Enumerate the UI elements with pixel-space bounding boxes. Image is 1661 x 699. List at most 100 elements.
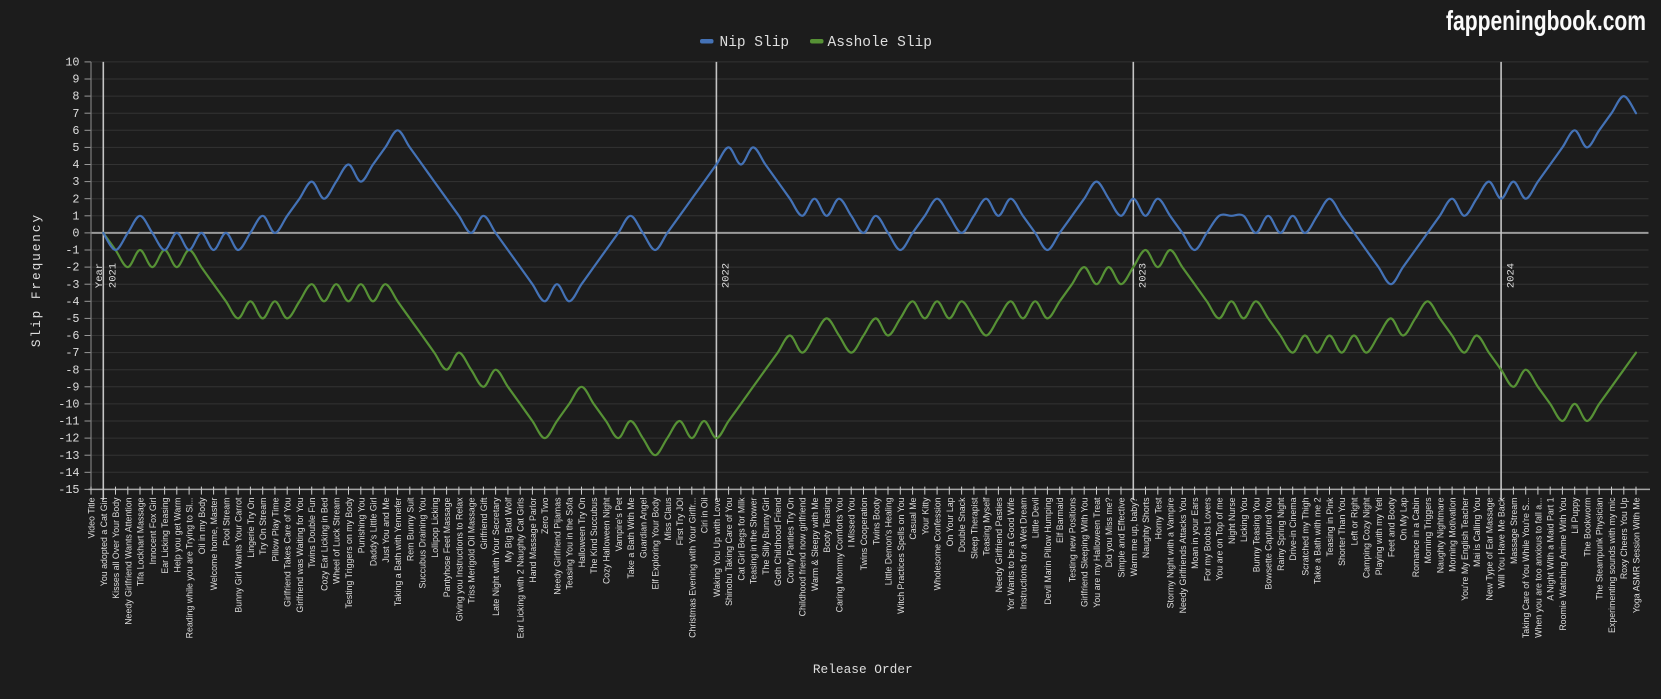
svg-text:Oil in my Body: Oil in my Body: [197, 497, 207, 554]
svg-text:Ear Licking Teasing: Ear Licking Teasing: [160, 497, 170, 573]
svg-text:Naughty Nightmare: Naughty Nightmare: [1435, 497, 1445, 573]
svg-text:Night Nurse: Night Nurse: [1227, 497, 1237, 544]
svg-text:Instructions for a Wet Dream: Instructions for a Wet Dream: [1018, 498, 1028, 610]
svg-text:Twins Booty: Twins Booty: [871, 497, 881, 545]
svg-text:Devil Marin Pillow Humping: Devil Marin Pillow Humping: [1043, 497, 1053, 604]
svg-text:Little Devil: Little Devil: [1031, 497, 1041, 538]
svg-text:Release Order: Release Order: [813, 662, 913, 677]
svg-text:2021: 2021: [108, 263, 120, 288]
svg-text:-6: -6: [65, 329, 79, 343]
svg-text:-2: -2: [65, 261, 79, 275]
svg-text:-1: -1: [65, 244, 79, 258]
svg-text:Cozy Halloween Night: Cozy Halloween Night: [602, 497, 612, 584]
svg-text:Asshole Slip: Asshole Slip: [828, 35, 932, 51]
svg-text:Witch Practices Spells on You: Witch Practices Spells on You: [896, 497, 906, 613]
svg-text:Playing with my Yeti: Playing with my Yeti: [1374, 497, 1384, 575]
svg-text:Girlfriend Gift: Girlfriend Gift: [479, 497, 489, 549]
svg-text:Teasing You in the Sofa: Teasing You in the Sofa: [565, 497, 575, 589]
svg-text:-8: -8: [65, 363, 79, 377]
svg-text:Naughty Shorts: Naughty Shorts: [1141, 497, 1151, 558]
svg-text:Year: Year: [94, 263, 106, 288]
svg-text:Bowsette Captured You: Bowsette Captured You: [1264, 497, 1274, 589]
svg-text:Tifa Lockhart Massage: Tifa Lockhart Massage: [136, 497, 146, 586]
svg-text:Roomie Watching Anime With You: Roomie Watching Anime With You: [1558, 497, 1568, 630]
svg-text:Teasing Myself: Teasing Myself: [982, 497, 992, 556]
svg-text:You are my Halloween Treat: You are my Halloween Treat: [1092, 497, 1102, 608]
svg-text:Will You Have Me Back: Will You Have Me Back: [1497, 497, 1507, 589]
svg-text:Needy Girlfriend Wants Attenti: Needy Girlfriend Wants Attention: [123, 497, 133, 624]
svg-text:Pillow Play Time: Pillow Play Time: [270, 497, 280, 561]
svg-text:5: 5: [72, 141, 79, 155]
svg-text:-5: -5: [65, 312, 79, 326]
svg-text:Lollipop Licking: Lollipop Licking: [430, 497, 440, 557]
svg-text:Wheel of Luck Stream: Wheel of Luck Stream: [332, 498, 342, 585]
svg-text:0: 0: [72, 227, 79, 241]
svg-text:Morning Triggers: Morning Triggers: [1423, 497, 1433, 564]
svg-text:Booty Teasing: Booty Teasing: [822, 497, 832, 552]
svg-text:Massage Stream: Massage Stream: [1509, 498, 1519, 565]
svg-text:Licking You: Licking You: [1239, 497, 1249, 542]
svg-text:Your Kitty: Your Kitty: [920, 497, 930, 535]
svg-text:9: 9: [72, 73, 79, 87]
svg-text:Experimenting sounds with my m: Experimenting sounds with my mic: [1607, 497, 1617, 633]
svg-text:Drive-in Cinema: Drive-in Cinema: [1288, 497, 1298, 560]
svg-text:Girlfriend Takes Care of You: Girlfriend Takes Care of You: [283, 497, 293, 606]
svg-text:-13: -13: [58, 449, 79, 463]
svg-text:Childhood friend now girlfrien: Childhood friend now girlfriend: [798, 497, 808, 616]
svg-text:Yoga ASMR Session With Me: Yoga ASMR Session With Me: [1632, 497, 1642, 613]
svg-text:Roxy Cheers You Up: Roxy Cheers You Up: [1619, 497, 1629, 579]
svg-text:Rem Bunny Suit: Rem Bunny Suit: [405, 497, 415, 561]
svg-text:fappeningbook.com: fappeningbook.com: [1446, 5, 1646, 36]
svg-text:Just You and Me: Just You and Me: [381, 497, 391, 562]
svg-text:Simple and Effective: Simple and Effective: [1117, 497, 1127, 577]
svg-text:You're My English Teacher: You're My English Teacher: [1460, 497, 1470, 600]
svg-text:-11: -11: [58, 415, 79, 429]
svg-text:The Bookworm: The Bookworm: [1583, 498, 1593, 557]
svg-text:Zero Two: Zero Two: [540, 497, 550, 534]
svg-text:Lil Puppy: Lil Puppy: [1570, 497, 1580, 534]
svg-text:Take a Bath with me 2: Take a Bath with me 2: [1313, 497, 1323, 584]
svg-text:You adopted a Cat Girl: You adopted a Cat Girl: [99, 497, 109, 586]
svg-text:Reading while you are Trying t: Reading while you are Trying to Sl...: [185, 498, 195, 639]
svg-text:Take a Bath With Me: Take a Bath With Me: [626, 497, 636, 578]
svg-text:Pantyhose Feet Massage: Pantyhose Feet Massage: [442, 497, 452, 597]
svg-text:Video Title: Video Title: [87, 497, 97, 538]
svg-text:Hand Massage Parlor: Hand Massage Parlor: [528, 497, 538, 582]
svg-text:Twins Double Fun: Twins Double Fun: [307, 497, 317, 568]
svg-text:Goth Childhood Friend: Goth Childhood Friend: [773, 497, 783, 586]
svg-text:Miss Claus: Miss Claus: [663, 497, 673, 541]
svg-text:Elf Exploring Your Body: Elf Exploring Your Body: [651, 497, 661, 590]
svg-text:10: 10: [65, 56, 79, 70]
svg-text:When you are too anxious to fa: When you are too anxious to fall a...: [1533, 498, 1543, 638]
svg-text:Sleep Therapist: Sleep Therapist: [969, 497, 979, 559]
svg-text:Casual Me: Casual Me: [908, 497, 918, 539]
svg-text:Late Night with Your Secretary: Late Night with Your Secretary: [491, 497, 501, 616]
svg-text:Shorter Than You: Shorter Than You: [1337, 497, 1347, 565]
svg-text:Teasing in the Shower: Teasing in the Shower: [749, 497, 759, 584]
svg-text:Welcome home, Master: Welcome home, Master: [209, 497, 219, 590]
svg-text:Shinobu Taking Care of You: Shinobu Taking Care of You: [724, 497, 734, 606]
svg-text:Caring Mommy Comforts You: Caring Mommy Comforts You: [835, 497, 845, 612]
svg-text:Camping Cozy Night: Camping Cozy Night: [1362, 497, 1372, 578]
svg-text:Wholesome Confession: Wholesome Confession: [933, 497, 943, 590]
svg-text:Guardian Angel: Guardian Angel: [638, 497, 648, 558]
svg-text:Innocent Fox Girl: Innocent Fox Girl: [148, 497, 158, 564]
svg-text:-10: -10: [58, 398, 79, 412]
svg-text:Nip Slip: Nip Slip: [720, 35, 790, 51]
svg-text:-9: -9: [65, 380, 79, 394]
svg-text:Ear Licking with 2 Naughty Cat: Ear Licking with 2 Naughty Cat Girls: [516, 497, 526, 638]
svg-text:Warm & Sleepy with Me: Warm & Sleepy with Me: [810, 497, 820, 591]
svg-text:Slip Frequency: Slip Frequency: [29, 213, 44, 347]
svg-text:Twins Cooperation: Twins Cooperation: [859, 497, 869, 570]
svg-text:4: 4: [72, 158, 79, 172]
svg-text:Warm me up, baby?: Warm me up, baby?: [1129, 497, 1139, 576]
svg-text:Mai is Calling You: Mai is Calling You: [1472, 497, 1482, 567]
svg-text:Rainy Spring Night: Rainy Spring Night: [1276, 497, 1286, 571]
svg-text:7: 7: [72, 107, 79, 121]
svg-text:Cat Girl Begs for Milk: Cat Girl Begs for Milk: [736, 497, 746, 581]
svg-text:Horny Test: Horny Test: [1153, 497, 1163, 539]
svg-text:Girlfriend was Waiting for You: Girlfriend was Waiting for You: [295, 497, 305, 612]
svg-text:Punishing You: Punishing You: [356, 497, 366, 553]
svg-text:Daddy's Little Girl: Daddy's Little Girl: [369, 497, 379, 566]
svg-text:Little Demon's Healing: Little Demon's Healing: [884, 497, 894, 585]
